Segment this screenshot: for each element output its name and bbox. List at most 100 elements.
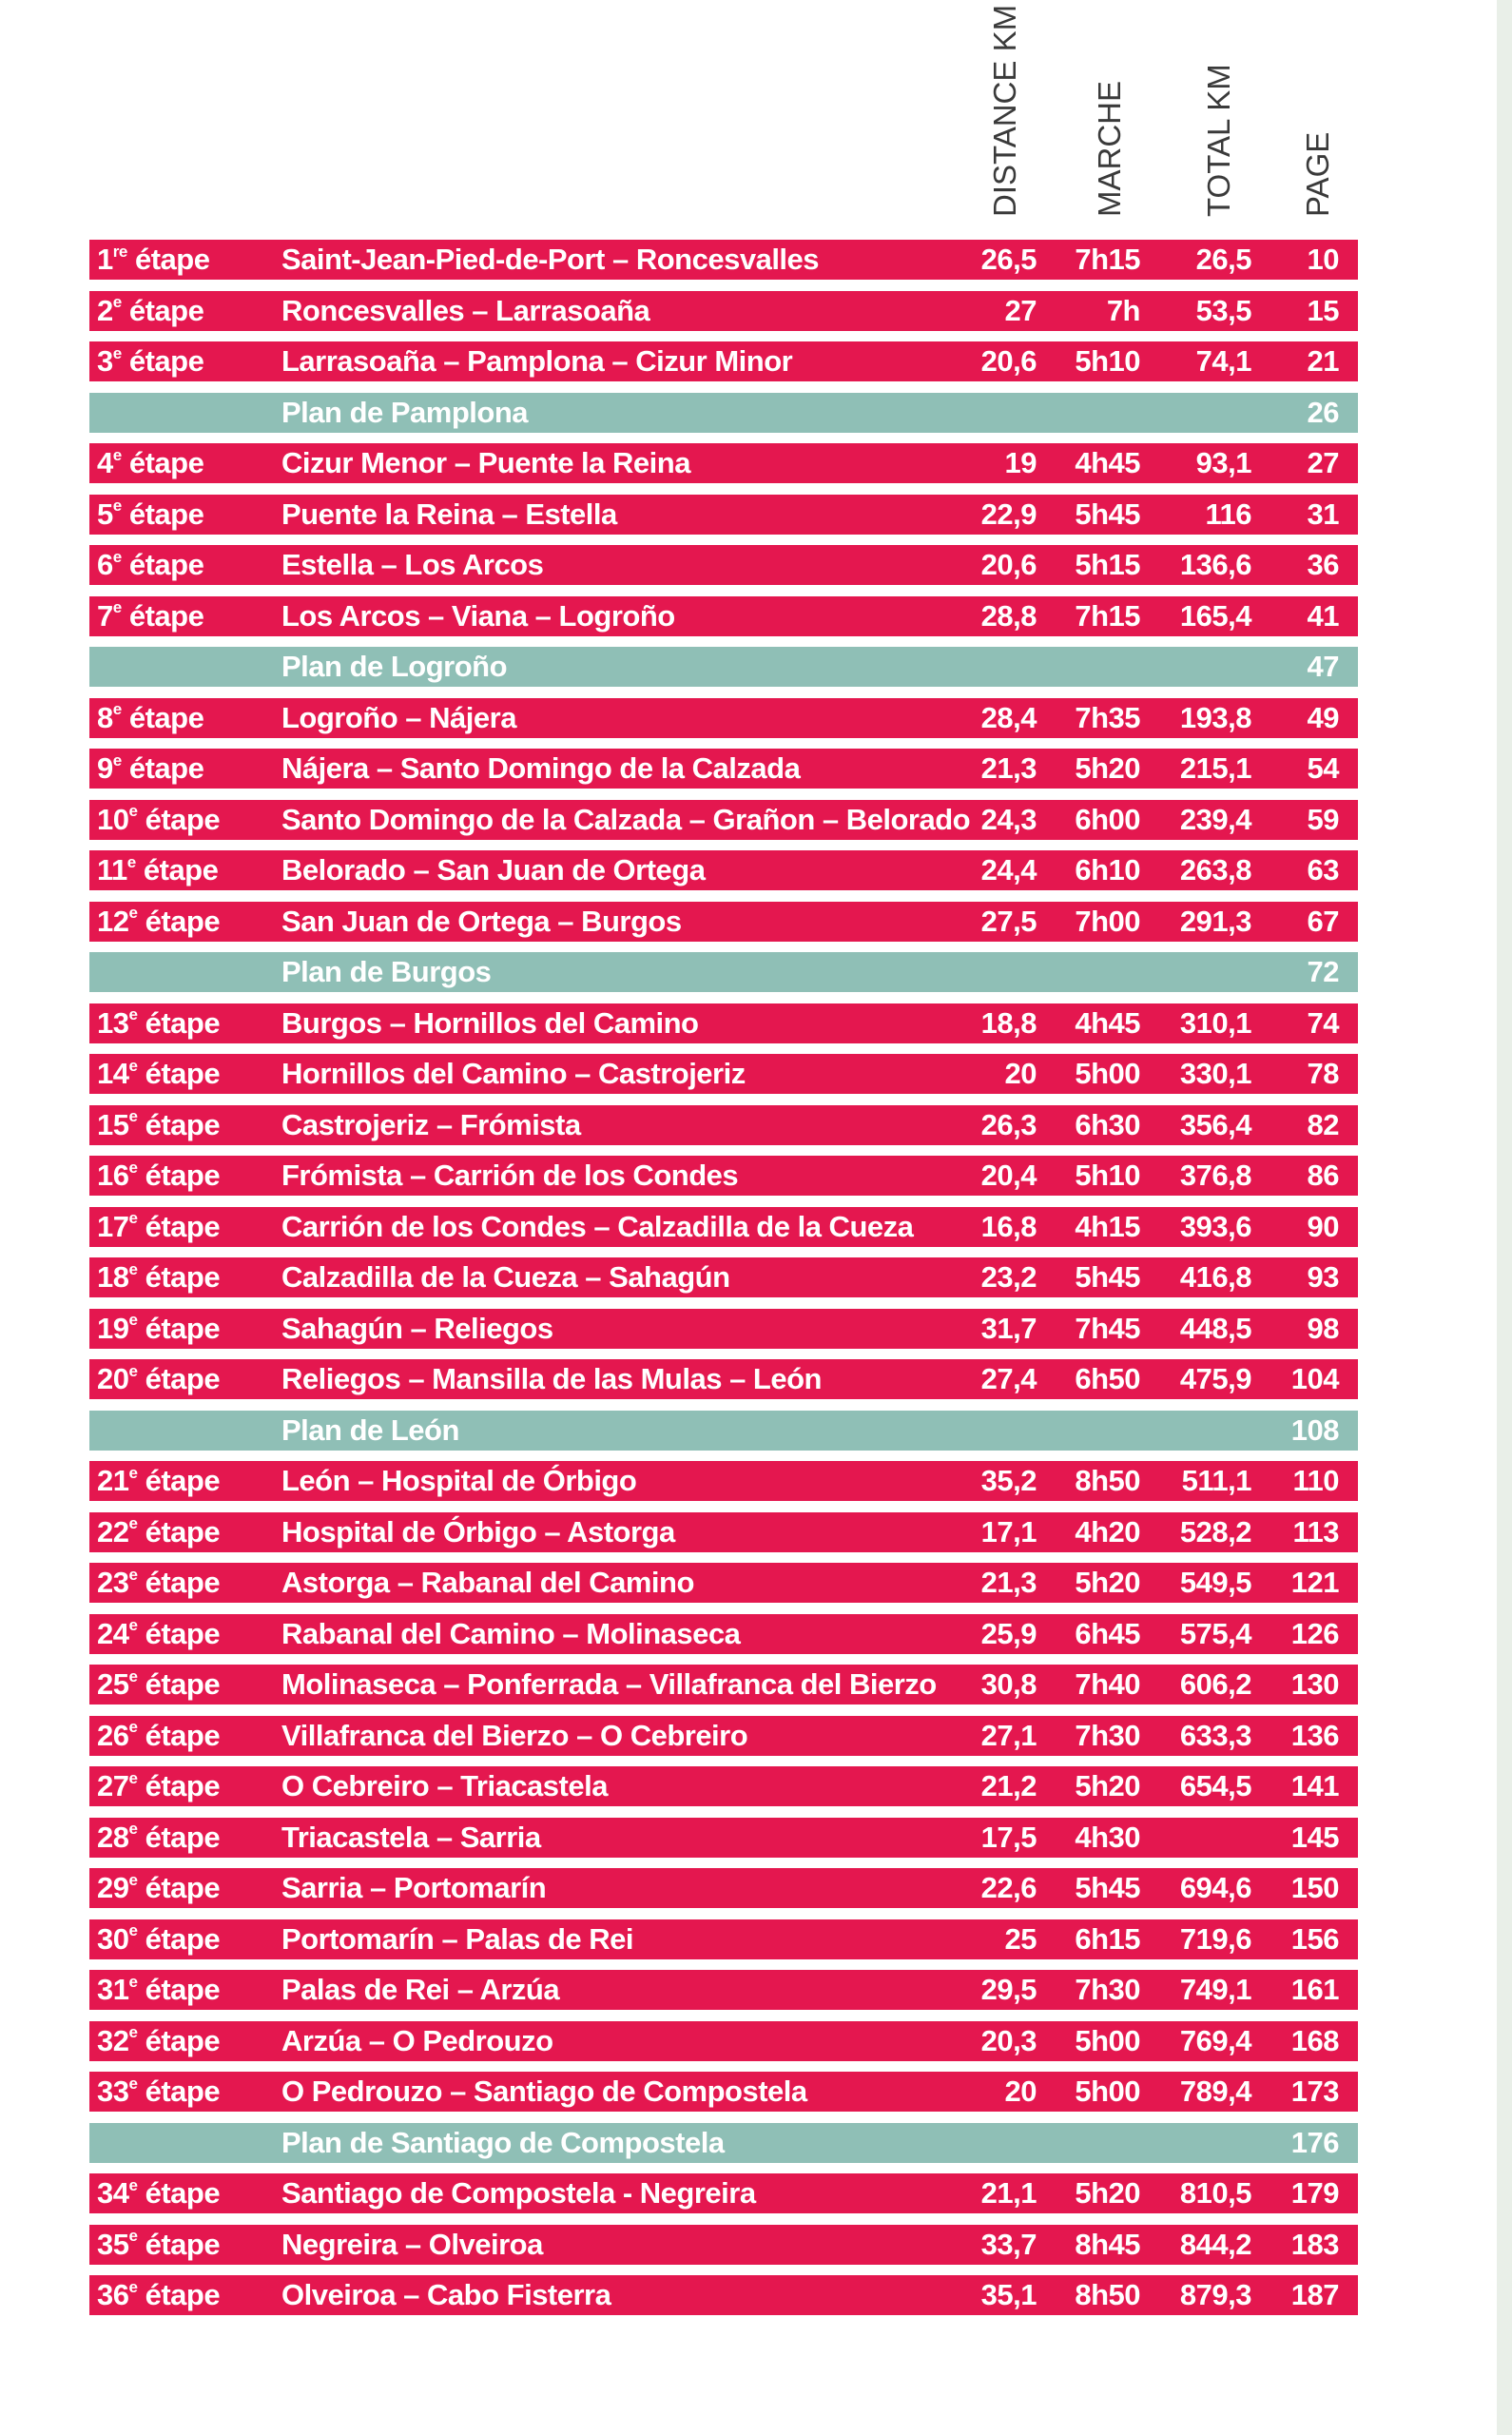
stage-route: Santiago de Compostela - Negreira	[281, 2176, 756, 2210]
stage-page: 15	[1307, 293, 1340, 327]
stage-page: 36	[1307, 548, 1340, 581]
plan-row: Plan de León 108	[89, 1410, 1358, 1451]
stage-ordinal-suffix: e	[128, 1463, 138, 1482]
stage-page: 63	[1307, 853, 1340, 886]
stage-number: 7e étape	[97, 596, 204, 636]
stage-number: 11e étape	[97, 850, 219, 890]
stage-ordinal-suffix: e	[128, 2175, 138, 2194]
stage-row: 17e étape Carrión de los Condes – Calzadi…	[89, 1206, 1358, 1247]
stage-label: étape	[145, 1820, 221, 1854]
stage-number: 24e étape	[97, 1614, 221, 1654]
stage-ordinal: 10	[97, 802, 129, 836]
stage-label: étape	[145, 2023, 221, 2057]
plan-title: Plan de Logroño	[281, 650, 508, 683]
stage-distance: 20,6	[980, 344, 1037, 378]
stage-row: 24e étape Rabanal del Camino – Molinaseca…	[89, 1613, 1358, 1654]
stage-route: San Juan de Ortega – Burgos	[281, 904, 682, 938]
stage-ordinal: 11	[97, 853, 127, 886]
stage-walking-time: 7h	[1106, 293, 1141, 327]
stage-number: 21e étape	[97, 1461, 221, 1501]
stage-ordinal: 30	[97, 1921, 129, 1956]
stage-row: 11e étape Belorado – San Juan de Ortega 24…	[89, 850, 1358, 890]
stage-walking-time: 5h00	[1075, 2023, 1140, 2057]
stage-distance: 20	[1004, 2075, 1037, 2108]
stage-route: Larrasoaña – Pamplona – Cizur Minor	[281, 344, 793, 378]
stage-ordinal: 12	[97, 904, 129, 938]
stage-page: 150	[1290, 1871, 1340, 1904]
stage-ordinal: 5	[97, 497, 113, 531]
stage-number: 28e étape	[97, 1818, 221, 1858]
stage-ordinal-suffix: e	[112, 598, 122, 617]
stage-distance: 26,5	[980, 243, 1037, 276]
stage-number: 13e étape	[97, 1003, 221, 1043]
stage-walking-time: 8h50	[1075, 1464, 1140, 1497]
stage-row: 4e étape Cizur Menor – Puente la Reina 19 4…	[89, 443, 1358, 483]
stage-label: étape	[145, 904, 221, 938]
stage-route: Molinaseca – Ponferrada – Villafranca de…	[281, 1667, 937, 1701]
stage-row: 14e étape Hornillos del Camino – Castroje…	[89, 1054, 1358, 1094]
stage-page: 110	[1292, 1464, 1339, 1497]
column-headers: DISTANCE KM MARCHE TOTAL KM PAGE	[0, 0, 1512, 228]
stage-route: Castrojeriz – Frómista	[281, 1107, 581, 1141]
stage-route: Los Arcos – Viana – Logroño	[281, 598, 675, 633]
stage-distance: 24,4	[980, 853, 1037, 886]
stage-ordinal-suffix: e	[128, 1565, 138, 1584]
stage-walking-time: 5h10	[1075, 344, 1140, 378]
stage-number: 2e étape	[97, 291, 204, 331]
stage-walking-time: 5h45	[1075, 1260, 1140, 1294]
stage-label: étape	[145, 1667, 221, 1701]
stage-label: étape	[128, 751, 204, 785]
stage-page: 130	[1290, 1667, 1340, 1701]
stage-ordinal: 25	[97, 1667, 129, 1701]
stage-walking-time: 5h20	[1075, 1769, 1140, 1802]
plan-row: Plan de Logroño 47	[89, 647, 1358, 687]
stage-route: Santo Domingo de la Calzada – Grañon – B…	[281, 802, 971, 836]
stage-ordinal-suffix: e	[112, 497, 122, 516]
stage-label: étape	[145, 1718, 221, 1752]
stage-walking-time: 5h45	[1075, 497, 1140, 531]
stage-label: étape	[145, 2176, 221, 2210]
stage-ordinal-suffix: e	[128, 1311, 138, 1330]
stage-distance: 35,2	[980, 1464, 1037, 1497]
stage-distance: 25	[1004, 1921, 1037, 1956]
stage-number: 15e étape	[97, 1105, 221, 1145]
stage-label: étape	[145, 1464, 221, 1497]
stage-route: Negreira – Olveiroa	[281, 2227, 543, 2261]
stage-number: 25e étape	[97, 1665, 221, 1704]
stage-page: 49	[1307, 700, 1340, 734]
header-distance: DISTANCE KM	[987, 4, 1022, 217]
stage-walking-time: 4h45	[1075, 1005, 1140, 1040]
stage-route: Frómista – Carrión de los Condes	[281, 1159, 739, 1192]
stage-total-distance: 694,6	[1179, 1871, 1252, 1904]
stage-row: 30e étape Portomarín – Palas de Rei 25 6h15…	[89, 1919, 1358, 1959]
stage-ordinal: 27	[97, 1769, 129, 1802]
stage-route: Hornillos del Camino – Castrojeriz	[281, 1057, 746, 1090]
stage-walking-time: 7h30	[1075, 1973, 1140, 2006]
stage-route: Cizur Menor – Puente la Reina	[281, 446, 690, 479]
stage-distance: 21,1	[980, 2176, 1037, 2210]
stage-ordinal: 26	[97, 1718, 129, 1752]
stage-walking-time: 8h45	[1075, 2227, 1140, 2261]
stage-total-distance: 475,9	[1179, 1362, 1252, 1395]
stage-walking-time: 7h35	[1075, 700, 1140, 734]
stage-label: étape	[134, 243, 210, 276]
stage-walking-time: 6h00	[1075, 802, 1140, 836]
stage-page: 141	[1290, 1769, 1340, 1802]
stage-walking-time: 5h20	[1075, 751, 1140, 785]
stage-row: 33e étape O Pedrouzo – Santiago de Compos…	[89, 2072, 1358, 2112]
stage-total-distance: 165,4	[1179, 598, 1252, 633]
stage-page: 121	[1290, 1566, 1340, 1599]
stage-ordinal-suffix: e	[128, 802, 138, 821]
stage-total-distance: 549,5	[1179, 1566, 1252, 1599]
stage-total-distance: 263,8	[1179, 853, 1252, 886]
plan-page: 26	[1307, 395, 1340, 429]
stage-total-distance: 291,3	[1179, 904, 1252, 938]
stage-total-distance: 376,8	[1179, 1159, 1252, 1192]
stage-route: Calzadilla de la Cueza – Sahagún	[281, 1260, 730, 1294]
stage-ordinal: 32	[97, 2023, 129, 2057]
stage-page: 90	[1307, 1209, 1340, 1243]
stage-route: Palas de Rei – Arzúa	[281, 1973, 560, 2006]
stage-distance: 29,5	[980, 1973, 1037, 2006]
stage-number: 20e étape	[97, 1359, 221, 1399]
stage-distance: 18,8	[980, 1005, 1037, 1040]
